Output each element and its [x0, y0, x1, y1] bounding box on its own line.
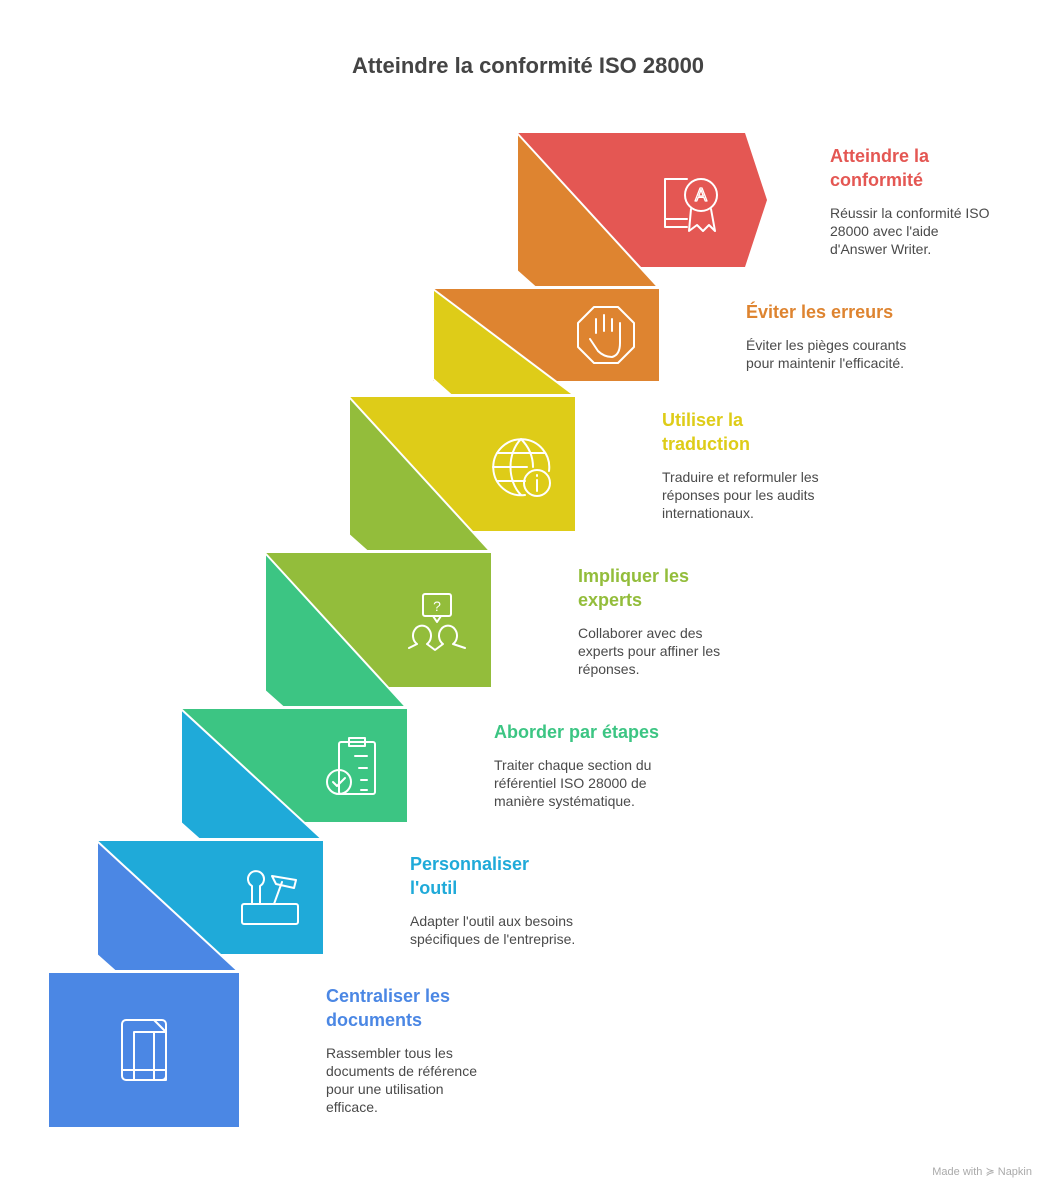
experts-question-icon: ? [408, 593, 466, 651]
step-title: Impliquer les experts [578, 566, 690, 610]
step-description: Réussir la conformité ISO 28000 avec l'a… [830, 205, 990, 257]
stop-hand-icon [577, 306, 635, 364]
step-title: Utiliser la traduction [662, 410, 750, 454]
step-text-0: Centraliser les documents Rassembler tous… [326, 984, 477, 1116]
step-text-4: Utiliser la traduction Traduire et reform… [662, 408, 819, 522]
step-description: Éviter les pièges courants pour mainteni… [746, 337, 907, 371]
step-top-1 [180, 706, 325, 840]
footer-text: Made with [932, 1166, 983, 1178]
step-description: Rassembler tous les documents de référen… [326, 1045, 477, 1115]
step-top-0 [96, 838, 241, 972]
step-text-2: Aborder par étapes Traiter chaque section… [494, 720, 659, 810]
step-text-5: Éviter les erreurs Éviter les pièges cour… [746, 300, 906, 372]
step-title: Éviter les erreurs [746, 302, 894, 322]
certificate-award-icon: A [664, 178, 718, 232]
footer: Made with ≽ Napkin [932, 1165, 1032, 1178]
toolbox-icon [241, 870, 299, 925]
step-top-2 [264, 550, 409, 708]
svg-text:?: ? [433, 598, 441, 614]
clipboard-check-icon [326, 737, 376, 795]
step-title: Aborder par étapes [494, 722, 660, 742]
page-title: Atteindre la conformité ISO 28000 [351, 53, 705, 78]
step-top-5 [516, 130, 661, 288]
step-text-1: Personnaliser l'outil Adapter l'outil aux… [410, 852, 575, 948]
footer-brand: Napkin [997, 1166, 1032, 1178]
step-description: Adapter l'outil aux besoins spécifiques … [410, 913, 576, 947]
step-text-6: Atteindre la conformité Réussir la confor… [830, 144, 990, 258]
step-title: Personnaliser l'outil [410, 854, 530, 898]
step-top-3 [348, 394, 493, 552]
globe-info-icon [492, 438, 551, 497]
step-text-3: Impliquer les experts Collaborer avec des… [578, 564, 720, 678]
step-face-0 [49, 973, 239, 1127]
svg-text:A: A [695, 185, 707, 205]
step-description: Traiter chaque section du référentiel IS… [494, 757, 652, 809]
step-title: Atteindre la conformité [830, 146, 930, 190]
step-top-4 [432, 286, 577, 396]
step-description: Traduire et reformuler les réponses pour… [662, 469, 819, 521]
step-title: Centraliser les documents [326, 986, 451, 1030]
document-icon [121, 1019, 167, 1081]
step-description: Collaborer avec des experts pour affiner… [578, 625, 721, 677]
napkin-logo-icon: ≽ [985, 1166, 995, 1178]
